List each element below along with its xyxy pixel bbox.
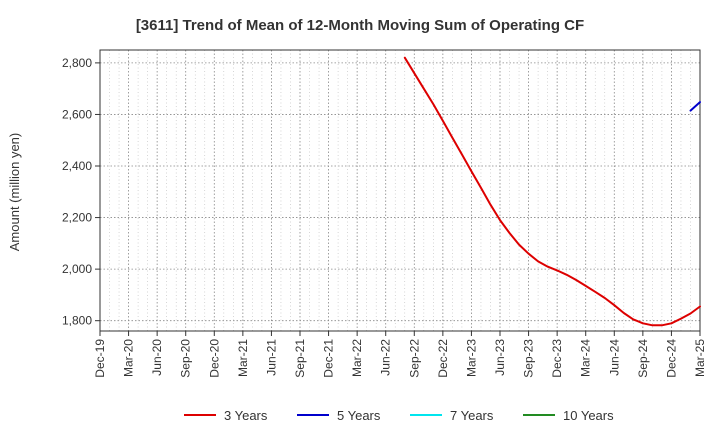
- x-axis-ticks: Dec-19 Mar-20 Jun-20 Sep-20 Dec-20 Mar-21 Jun-…: [93, 331, 707, 378]
- series-line-5-years: [689, 101, 701, 112]
- y-tick-label: 2,800: [62, 56, 92, 70]
- plot-area-frame: [99, 49, 701, 332]
- x-tick-label: Dec-23: [550, 339, 564, 378]
- x-tick-label: Mar-21: [236, 339, 250, 377]
- x-tick-label: Sep-21: [293, 339, 307, 378]
- series-line-3-years: [403, 56, 701, 327]
- x-tick-label: Mar-24: [579, 339, 593, 377]
- y-axis-label: Amount (million yen): [7, 133, 22, 252]
- y-tick-label: 2,200: [62, 211, 92, 225]
- y-axis-ticks: 1,800 2,000 2,200 2,400 2,600 2,800: [62, 56, 100, 328]
- x-tick-label: Mar-23: [464, 339, 478, 377]
- x-tick-label: Jun-23: [493, 339, 507, 376]
- series-lines: [403, 56, 701, 327]
- legend-label-5-years: 5 Years: [337, 408, 381, 423]
- y-tick-label: 2,600: [62, 107, 92, 121]
- y-tick-label: 2,400: [62, 159, 92, 173]
- x-tick-label: Dec-19: [93, 339, 107, 378]
- chart-title: [3611] Trend of Mean of 12-Month Moving …: [136, 17, 584, 34]
- x-tick-label: Jun-22: [379, 339, 393, 376]
- x-tick-label: Dec-24: [664, 339, 678, 378]
- x-tick-label: Sep-23: [522, 339, 536, 378]
- x-tick-label: Mar-22: [350, 339, 364, 377]
- x-tick-label: Mar-20: [122, 339, 136, 377]
- x-tick-label: Sep-22: [407, 339, 421, 378]
- x-tick-label: Jun-21: [264, 339, 278, 376]
- y-tick-label: 1,800: [62, 314, 92, 328]
- grid-lines: [99, 50, 701, 331]
- legend-label-10-years: 10 Years: [563, 408, 614, 423]
- x-tick-label: Mar-25: [693, 339, 707, 377]
- x-tick-label: Dec-20: [207, 339, 221, 378]
- x-tick-label: Sep-24: [636, 339, 650, 378]
- x-tick-label: Jun-20: [150, 339, 164, 376]
- x-tick-label: Dec-21: [322, 339, 336, 378]
- x-tick-label: Dec-22: [436, 339, 450, 378]
- x-tick-label: Sep-20: [179, 339, 193, 378]
- legend-label-3-years: 3 Years: [224, 408, 268, 423]
- legend-label-7-years: 7 Years: [450, 408, 494, 423]
- x-tick-label: Jun-24: [607, 339, 621, 376]
- legend: 3 Years 5 Years 7 Years 10 Years: [184, 408, 614, 423]
- y-tick-label: 2,000: [62, 262, 92, 276]
